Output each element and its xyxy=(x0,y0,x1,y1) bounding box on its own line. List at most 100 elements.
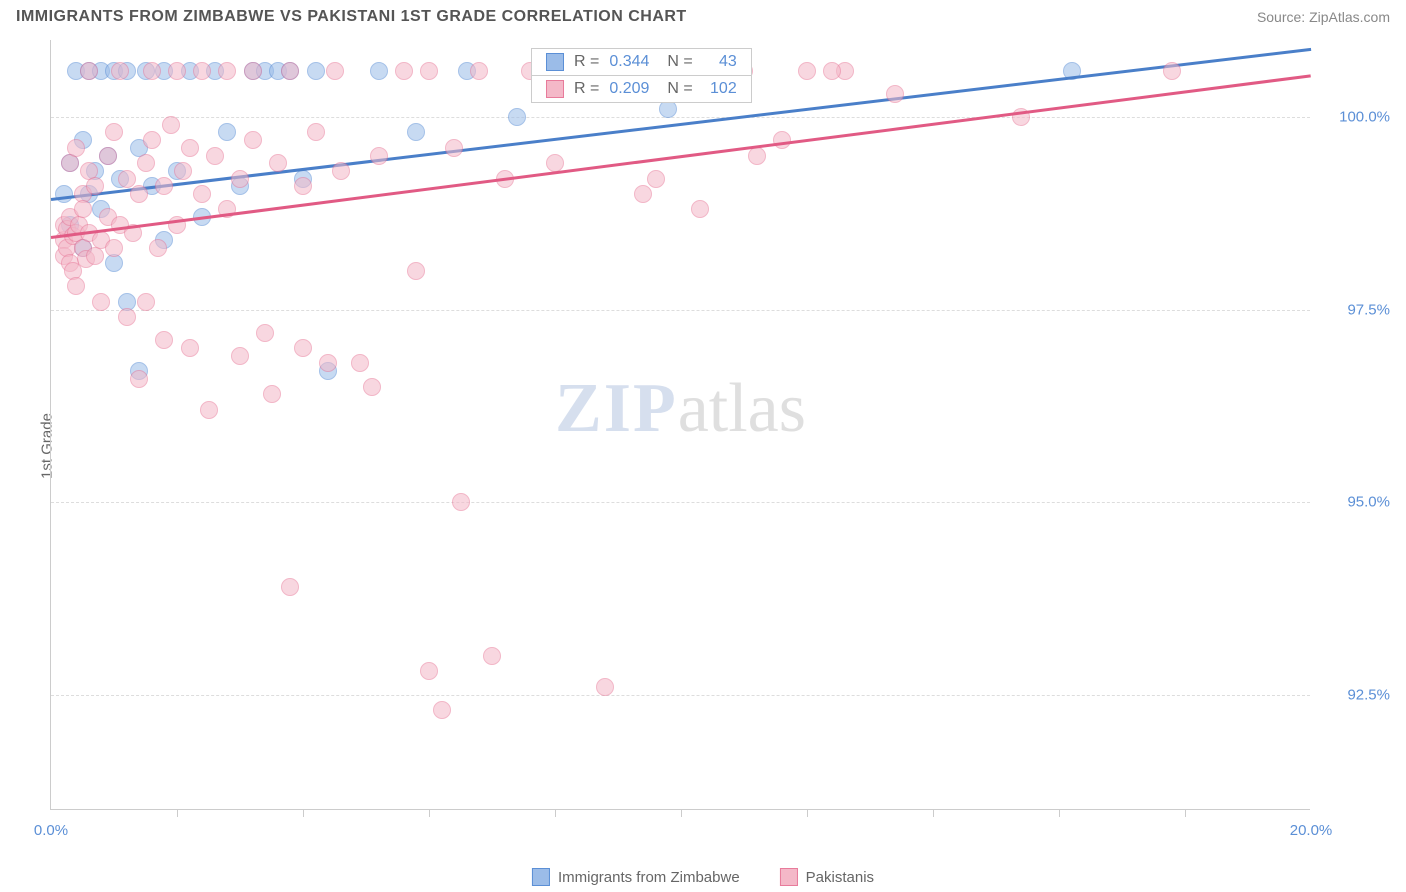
data-point xyxy=(244,62,262,80)
data-point xyxy=(256,324,274,342)
data-point xyxy=(351,354,369,372)
data-point xyxy=(118,170,136,188)
data-point xyxy=(92,293,110,311)
data-point xyxy=(137,293,155,311)
legend-label: Pakistanis xyxy=(806,869,874,886)
chart-title: IMMIGRANTS FROM ZIMBABWE VS PAKISTANI 1S… xyxy=(16,8,687,26)
data-point xyxy=(294,177,312,195)
data-point xyxy=(596,678,614,696)
legend-top: R =0.344N =43R =0.209N =102 xyxy=(531,48,752,103)
data-point xyxy=(263,385,281,403)
legend-swatch xyxy=(780,868,798,886)
data-point xyxy=(67,277,85,295)
data-point xyxy=(74,200,92,218)
data-point xyxy=(162,116,180,134)
data-point xyxy=(307,62,325,80)
gridline xyxy=(51,502,1310,503)
data-point xyxy=(193,185,211,203)
gridline xyxy=(51,695,1310,696)
data-point xyxy=(143,131,161,149)
data-point xyxy=(433,701,451,719)
x-tick xyxy=(933,809,934,817)
legend-row: R =0.344N =43 xyxy=(532,49,751,75)
data-point xyxy=(130,370,148,388)
data-point xyxy=(370,147,388,165)
x-tick xyxy=(555,809,556,817)
data-point xyxy=(1163,62,1181,80)
x-tick xyxy=(303,809,304,817)
data-point xyxy=(80,62,98,80)
data-point xyxy=(634,185,652,203)
y-tick-label: 95.0% xyxy=(1320,494,1390,511)
legend-item: Pakistanis xyxy=(780,868,874,886)
data-point xyxy=(200,401,218,419)
legend-n-label: N = xyxy=(667,80,692,98)
data-point xyxy=(105,123,123,141)
data-point xyxy=(111,62,129,80)
data-point xyxy=(647,170,665,188)
data-point xyxy=(798,62,816,80)
data-point xyxy=(370,62,388,80)
data-point xyxy=(181,339,199,357)
data-point xyxy=(155,177,173,195)
legend-r-label: R = xyxy=(574,80,599,98)
legend-swatch xyxy=(546,80,564,98)
data-point xyxy=(86,177,104,195)
legend-r-label: R = xyxy=(574,53,599,71)
data-point xyxy=(294,339,312,357)
data-point xyxy=(281,578,299,596)
legend-n-value: 102 xyxy=(703,80,737,98)
gridline xyxy=(51,310,1310,311)
data-point xyxy=(130,185,148,203)
data-point xyxy=(55,185,73,203)
data-point xyxy=(193,62,211,80)
data-point xyxy=(105,254,123,272)
data-point xyxy=(281,62,299,80)
legend-n-label: N = xyxy=(667,53,692,71)
legend-label: Immigrants from Zimbabwe xyxy=(558,869,740,886)
data-point xyxy=(691,200,709,218)
data-point xyxy=(155,331,173,349)
data-point xyxy=(174,162,192,180)
legend-swatch xyxy=(546,53,564,71)
data-point xyxy=(420,662,438,680)
data-point xyxy=(452,493,470,511)
data-point xyxy=(105,239,123,257)
data-point xyxy=(420,62,438,80)
data-point xyxy=(363,378,381,396)
x-tick xyxy=(1185,809,1186,817)
data-point xyxy=(407,123,425,141)
watermark: ZIPatlas xyxy=(555,369,806,449)
data-point xyxy=(137,154,155,172)
data-point xyxy=(231,170,249,188)
legend-r-value: 0.344 xyxy=(609,53,649,71)
data-point xyxy=(823,62,841,80)
data-point xyxy=(86,247,104,265)
gridline xyxy=(51,117,1310,118)
legend-item: Immigrants from Zimbabwe xyxy=(532,868,740,886)
data-point xyxy=(470,62,488,80)
x-tick xyxy=(681,809,682,817)
data-point xyxy=(218,62,236,80)
legend-swatch xyxy=(532,868,550,886)
legend-row: R = 0.209 N = 102 xyxy=(532,75,751,102)
data-point xyxy=(407,262,425,280)
header: IMMIGRANTS FROM ZIMBABWE VS PAKISTANI 1S… xyxy=(0,0,1406,30)
x-tick xyxy=(807,809,808,817)
data-point xyxy=(231,347,249,365)
x-tick-label: 20.0% xyxy=(1290,822,1333,839)
data-point xyxy=(886,85,904,103)
data-point xyxy=(181,139,199,157)
x-tick xyxy=(177,809,178,817)
data-point xyxy=(307,123,325,141)
data-point xyxy=(61,154,79,172)
data-point xyxy=(326,62,344,80)
data-point xyxy=(143,62,161,80)
x-tick-label: 0.0% xyxy=(34,822,68,839)
legend-r-value: 0.209 xyxy=(609,80,649,98)
data-point xyxy=(508,108,526,126)
data-point xyxy=(149,239,167,257)
data-point xyxy=(483,647,501,665)
legend-bottom: Immigrants from Zimbabwe Pakistanis xyxy=(532,868,874,886)
data-point xyxy=(67,139,85,157)
